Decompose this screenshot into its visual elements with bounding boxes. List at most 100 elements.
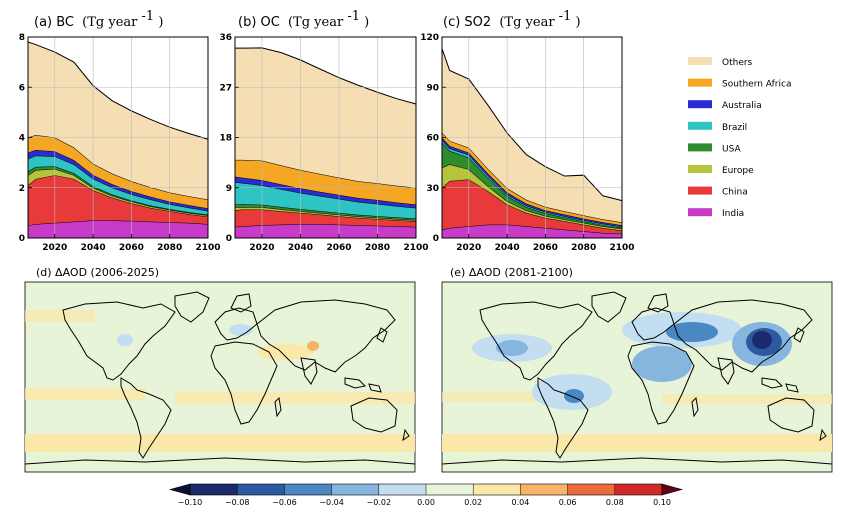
area-brazil [235,182,416,219]
y-tick-label: 0 [433,234,439,244]
colorbar-segment [426,484,474,495]
colorbar-segment [567,484,616,495]
y-tick-label: 9 [226,184,232,194]
area-southern-africa [28,134,208,209]
bc-emissions-chart: 2020 2040 2060 2080 2100 0 2 4 6 8 [19,33,221,253]
area-europe [28,168,208,217]
colorbar-extend-max [661,483,684,496]
boundary-others [27,41,209,140]
legend: Others Southern Africa Australia Brazil USA E… [688,57,791,219]
colorbar-segment [190,484,238,495]
legend-swatch-australia [688,100,712,109]
x-tick-label: 2080 [157,243,182,253]
y-tick-label: 60 [426,134,439,144]
colorbar: −0.10 −0.08 −0.06 −0.04 −0.02 0.00 0.02 0.04 0.0… [168,483,684,507]
x-tick-label: 2020 [42,243,67,253]
legend-swatch-southern-africa [688,78,712,87]
x-tick-label: 2100 [609,243,634,253]
x-tick-label: 2100 [403,243,428,253]
x-tick-label: 2040 [81,243,106,253]
area-china [442,179,622,234]
colorbar-segment [331,484,380,495]
boundary-others [235,47,417,105]
legend-label-brazil: Brazil [722,123,747,133]
x-tick-label: 2080 [365,243,390,253]
legend-label-southern-africa: Southern Africa [722,80,791,90]
colorbar-segment [614,484,663,495]
boundary-others [441,48,623,202]
colorbar-tick-label: 0.06 [559,498,577,507]
area-others [28,42,208,200]
area-china [235,209,416,227]
y-tick-label: 18 [219,134,232,144]
y-tick-label: 0 [19,234,25,244]
x-tick-label: 2040 [495,243,520,253]
oc-emissions-chart: 2020 2040 2060 2080 2100 0 9 18 27 36 [219,33,428,253]
x-tick-label: 2060 [326,243,351,253]
panel-a-title: (a) BC (Tg year -1 ) [34,9,163,30]
area-europe [442,164,622,231]
y-tick-label: 6 [19,83,25,93]
y-tick-label: 90 [426,83,439,93]
panel-b-title: (b) OC (Tg year -1 ) [238,9,369,30]
colorbar-segment [378,484,427,495]
x-tick-label: 2020 [249,243,274,253]
legend-swatch-brazil [688,121,712,130]
colorbar-segment [237,484,285,495]
y-tick-label: 27 [219,83,232,93]
area-usa [235,204,416,221]
y-tick-label: 120 [420,33,439,43]
y-tick-label: 36 [219,33,232,43]
legend-label-australia: Australia [722,101,762,111]
colorbar-extend-min [168,483,191,496]
colorbar-tick-label: 0.00 [417,498,435,507]
colorbar-tick-label: 0.10 [653,498,671,507]
colorbar-segment [284,484,332,495]
area-others [442,48,622,223]
panel-c-title: (c) SO2 (Tg year -1 ) [443,9,581,30]
area-india [235,224,416,238]
x-tick-label: 2040 [288,243,313,253]
legend-swatch-europe [688,165,712,173]
area-usa [442,142,622,229]
colorbar-tick-label: −0.04 [319,498,344,507]
x-tick-label: 2100 [195,243,220,253]
x-tick-label: 2080 [571,243,596,253]
map-d-title: (d) ΔAOD (2006-2025) [36,266,159,279]
area-india [28,220,208,238]
map-d [24,281,416,473]
area-india [442,224,622,238]
x-tick-label: 2060 [533,243,558,253]
legend-swatch-others [688,57,712,65]
legend-label-others: Others [722,58,753,68]
y-tick-label: 8 [19,33,25,43]
colorbar-tick-label: −0.10 [178,498,203,507]
colorbar-tick-label: 0.08 [606,498,624,507]
y-tick-label: 0 [226,234,232,244]
area-southern-africa [235,159,416,205]
map-e-title: (e) ΔAOD (2081-2100) [450,266,573,279]
legend-swatch-india [688,208,712,217]
colorbar-tick-label: 0.04 [511,498,529,507]
so2-emissions-chart: 2020 2040 2060 2080 2100 0 30 60 90 120 [420,33,634,253]
x-tick-label: 2060 [119,243,144,253]
x-tick-label: 2020 [456,243,481,253]
legend-label-europe: Europe [722,166,754,176]
map-e [441,281,833,473]
y-tick-label: 4 [19,134,25,144]
legend-label-india: India [722,209,744,219]
legend-label-china: China [722,188,748,198]
area-others [235,47,416,188]
legend-label-usa: USA [722,144,741,154]
colorbar-segment [520,484,568,495]
y-tick-label: 30 [426,184,439,194]
colorbar-tick-label: 0.02 [464,498,482,507]
area-brazil [28,155,208,215]
colorbar-tick-label: −0.02 [367,498,392,507]
legend-swatch-usa [688,143,712,152]
colorbar-segment [473,484,521,495]
colorbar-tick-label: −0.08 [225,498,250,507]
legend-swatch-china [688,186,712,195]
y-tick-label: 2 [19,184,25,194]
